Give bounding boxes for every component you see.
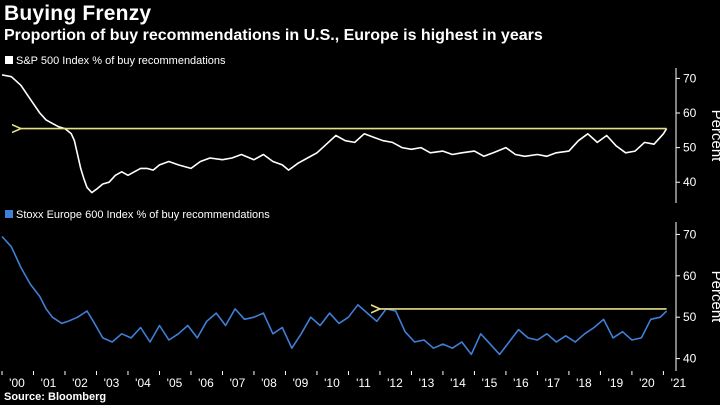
x-tick-label: '06 bbox=[198, 376, 214, 390]
stoxx-y-tick-label: 70 bbox=[683, 227, 697, 241]
x-tick-label: '13 bbox=[419, 376, 435, 390]
x-tick-label: '17 bbox=[545, 376, 561, 390]
x-tick-label: '11 bbox=[356, 376, 371, 390]
x-tick-label: '00 bbox=[9, 376, 25, 390]
stoxx-series-line bbox=[1, 235, 668, 356]
source-note: Source: Bloomberg bbox=[4, 391, 107, 403]
x-tick-label: '20 bbox=[639, 376, 655, 390]
x-tick-label: '05 bbox=[167, 376, 183, 390]
x-tick-label: '18 bbox=[576, 376, 592, 390]
x-tick-label: '04 bbox=[135, 376, 151, 390]
x-tick-label: '12 bbox=[387, 376, 403, 390]
x-tick-label: '01 bbox=[41, 376, 57, 390]
stoxx-y-tick-label: 50 bbox=[683, 310, 697, 324]
legend-label-sp500: S&P 500 Index % of buy recommendations bbox=[16, 55, 226, 67]
x-tick-label: '19 bbox=[608, 376, 624, 390]
stoxx-y-axis-title: Percent bbox=[708, 271, 720, 324]
stoxx-y-tick-label: 40 bbox=[683, 352, 697, 366]
x-tick-label: '07 bbox=[230, 376, 246, 390]
chart-subtitle: Proportion of buy recommendations in U.S… bbox=[4, 27, 543, 44]
chart-title: Buying Frenzy bbox=[4, 2, 152, 25]
legend-swatch-stoxx bbox=[5, 210, 13, 218]
sp500-y-tick-label: 70 bbox=[683, 71, 697, 85]
x-tick-label: '03 bbox=[104, 376, 120, 390]
sp500-series-line bbox=[1, 74, 668, 194]
x-tick-label: '02 bbox=[72, 376, 88, 390]
x-tick-label: '10 bbox=[324, 376, 340, 390]
x-tick-label: '09 bbox=[293, 376, 309, 390]
sp500-y-tick-label: 60 bbox=[683, 106, 697, 120]
x-tick-label: '16 bbox=[513, 376, 529, 390]
x-tick-label: '08 bbox=[261, 376, 277, 390]
legend-stoxx: Stoxx Europe 600 Index % of buy recommen… bbox=[5, 209, 270, 221]
legend-label-stoxx: Stoxx Europe 600 Index % of buy recommen… bbox=[16, 209, 270, 221]
sp500-y-tick-label: 40 bbox=[683, 175, 697, 189]
legend-sp500: S&P 500 Index % of buy recommendations bbox=[5, 55, 226, 67]
legend-swatch-sp500 bbox=[5, 56, 13, 64]
x-tick-label: '14 bbox=[450, 376, 466, 390]
x-tick-label: '21 bbox=[671, 376, 687, 390]
sp500-y-tick-label: 50 bbox=[683, 141, 697, 155]
x-tick-label: '15 bbox=[482, 376, 498, 390]
sp500-y-axis-title: Percent bbox=[708, 110, 720, 163]
stoxx-y-tick-label: 60 bbox=[683, 269, 697, 283]
